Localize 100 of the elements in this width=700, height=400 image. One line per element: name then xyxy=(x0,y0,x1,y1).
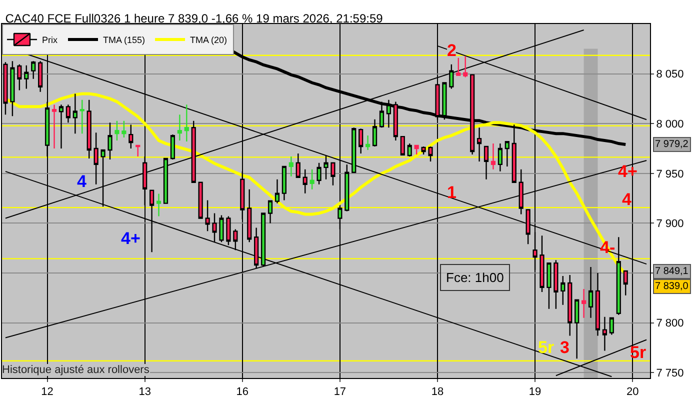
annotation: 5r xyxy=(538,338,554,357)
candlestick xyxy=(602,316,608,352)
candlestick xyxy=(136,144,140,158)
legend-label: TMA (20) xyxy=(190,35,228,46)
annotation: Historique ajusté aux rollovers xyxy=(2,364,150,376)
candlestick xyxy=(170,134,176,160)
candlestick xyxy=(52,104,57,150)
x-tick-label: 12 xyxy=(41,386,54,398)
candlestick xyxy=(24,64,29,90)
candlestick xyxy=(344,164,350,212)
candlestick xyxy=(72,93,78,134)
candlestick xyxy=(623,270,628,296)
candlestick xyxy=(296,152,300,178)
candlestick xyxy=(526,209,530,245)
legend-label: Prix xyxy=(42,35,58,46)
candlestick xyxy=(38,60,43,92)
candlestick xyxy=(546,262,552,310)
candlestick xyxy=(595,272,600,336)
candlestick xyxy=(288,156,294,177)
candlestick xyxy=(414,144,419,156)
candlestick xyxy=(386,99,392,128)
text: 7 849,1 xyxy=(655,266,689,277)
candlestick xyxy=(554,259,558,310)
candlestick xyxy=(310,168,314,190)
x-tick-label: 13 xyxy=(138,386,151,398)
candlestick xyxy=(352,126,356,174)
candlestick xyxy=(58,104,64,150)
candlestick xyxy=(122,120,126,138)
y-tick-label: 7 800 xyxy=(656,318,684,330)
candlestick xyxy=(247,188,252,243)
candlestick xyxy=(302,168,308,194)
candlestick xyxy=(324,154,328,180)
candlestick xyxy=(163,158,168,204)
annotation: 1 xyxy=(447,183,456,202)
candlestick xyxy=(568,274,572,336)
annotation: 4 xyxy=(77,172,87,191)
candlestick xyxy=(609,317,614,336)
candlestick xyxy=(94,132,98,185)
candlestick xyxy=(86,99,92,160)
candlestick xyxy=(80,99,84,134)
candlestick xyxy=(366,134,370,151)
candlestick xyxy=(504,140,510,168)
candlestick xyxy=(498,142,502,172)
candlestick xyxy=(191,120,196,183)
candlestick xyxy=(128,124,134,150)
text: 7 979,2 xyxy=(655,139,689,150)
candlestick xyxy=(540,235,544,293)
candlestick xyxy=(150,190,154,253)
candlestick xyxy=(108,122,112,160)
annotation: Fce: 1h00 xyxy=(446,270,504,285)
candlestick xyxy=(379,101,384,128)
chart-title: CAC40 FCE Full0326 1 heure 7 839,0 -1,66 % 19 mars 2026, 21:59:59 xyxy=(5,11,384,26)
candlestick xyxy=(400,136,405,156)
candlestick xyxy=(10,60,15,117)
annotation: 4+ xyxy=(121,229,140,248)
candlestick xyxy=(421,146,426,156)
candlestick xyxy=(442,82,447,120)
candlestick xyxy=(484,146,489,180)
candlestick xyxy=(476,126,482,162)
annotation: 2 xyxy=(447,41,456,60)
x-tick-label: 18 xyxy=(431,386,444,398)
y-tick-label: 8 050 xyxy=(656,68,684,81)
x-tick-label: 20 xyxy=(626,386,639,398)
candlestick xyxy=(490,142,496,170)
annotation: 3 xyxy=(560,338,570,357)
y-tick-label: 7 950 xyxy=(656,168,684,180)
candlestick xyxy=(268,200,273,224)
text: 7 839,0 xyxy=(655,281,689,292)
candlestick xyxy=(574,299,580,360)
x-tick-label: 17 xyxy=(334,386,346,398)
candlestick xyxy=(233,228,238,251)
candlestick xyxy=(518,168,524,215)
candlestick xyxy=(184,104,189,142)
candlestick xyxy=(198,182,203,219)
candlestick xyxy=(205,200,210,232)
candlestick xyxy=(456,57,461,76)
candlestick xyxy=(588,266,594,318)
x-tick-label: 16 xyxy=(236,386,249,398)
annotation: 4 xyxy=(622,190,632,209)
candlestick xyxy=(428,146,433,162)
y-tick-label: 7 750 xyxy=(656,367,684,380)
candlestick xyxy=(330,162,336,186)
y-tick-label: 7 900 xyxy=(656,218,684,230)
annotation: 4+ xyxy=(618,162,638,181)
candlestick xyxy=(463,56,468,78)
candlestick xyxy=(372,118,378,148)
x-tick-label: 19 xyxy=(528,386,542,398)
candlestick xyxy=(254,227,259,269)
candlestick xyxy=(17,64,22,91)
candlestick xyxy=(316,162,322,185)
candlestick xyxy=(66,104,70,124)
candlestick xyxy=(449,64,454,90)
candlestick xyxy=(282,166,286,201)
candlestick xyxy=(260,212,266,267)
candlestick xyxy=(407,142,412,158)
y-tick-label: 8 000 xyxy=(656,118,684,130)
candlestick xyxy=(560,275,566,306)
candlestick xyxy=(226,216,231,246)
candlestick xyxy=(393,101,398,142)
candlestick xyxy=(274,178,280,204)
